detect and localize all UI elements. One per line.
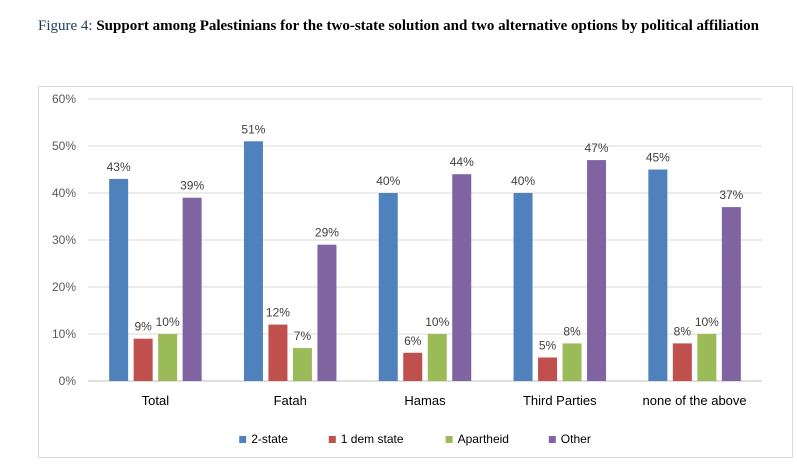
y-tick-label: 40% [52,186,76,200]
y-tick-label: 50% [52,139,76,153]
data-label: 10% [695,315,719,329]
y-tick-label: 20% [52,280,76,294]
y-tick-label: 10% [52,327,76,341]
legend-label: 1 dem state [341,432,404,446]
data-label: 45% [646,151,670,165]
bar-other [587,160,607,381]
bar-2-state [243,141,263,381]
x-tick-label: Total [142,393,170,408]
legend-swatch [445,436,453,443]
figure-label: Figure 4: [37,18,93,34]
data-label: 43% [107,160,131,174]
legend-swatch [239,436,247,443]
y-tick-label: 30% [52,233,76,247]
bar-other [182,197,202,381]
data-label: 51% [241,122,265,136]
x-tick-label: Hamas [404,393,446,408]
bar-1-dem-state [672,343,692,381]
data-label: 8% [674,324,692,338]
chart-title: Figure 4: Support among Palestinians for… [0,12,797,40]
bar-1-dem-state [268,324,288,381]
y-tick-label: 0% [59,374,77,388]
legend-swatch [328,436,336,443]
bar-other [721,207,741,381]
data-label: 37% [719,188,743,202]
data-label: 7% [294,329,312,343]
data-label: 40% [376,174,400,188]
bar-apartheid [562,343,582,381]
bar-1-dem-state [133,338,153,381]
data-label: 5% [539,339,557,353]
bar-other [452,174,472,381]
legend-label: 2-state [251,432,288,446]
y-tick-label: 60% [52,92,76,106]
bar-other [317,244,337,381]
legend-swatch [548,436,556,443]
x-tick-label: Third Parties [523,393,597,408]
data-label: 44% [450,155,474,169]
data-label: 47% [585,141,609,155]
legend-label: Other [561,432,591,446]
title-text: Support among Palestinians for the two-s… [96,18,759,34]
data-label: 12% [266,306,290,320]
bar-apartheid [427,334,447,381]
bar-2-state [648,169,668,381]
data-label: 10% [156,315,180,329]
data-label: 8% [563,324,581,338]
bar-2-state [513,193,533,381]
data-label: 9% [134,320,152,334]
data-label: 39% [180,179,204,193]
data-label: 29% [315,226,339,240]
chart-frame [38,86,793,458]
bar-2-state [378,193,398,381]
bar-2-state [109,178,129,381]
data-label: 10% [425,315,449,329]
data-label: 40% [511,174,535,188]
x-tick-label: none of the above [643,393,747,408]
legend-label: Apartheid [458,432,509,446]
x-tick-label: Fatah [274,393,307,408]
bar-apartheid [697,334,717,381]
bar-apartheid [158,334,178,381]
bar-1-dem-state [538,357,558,381]
bar-1-dem-state [403,352,423,381]
data-label: 6% [404,334,422,348]
bar-apartheid [292,348,312,381]
